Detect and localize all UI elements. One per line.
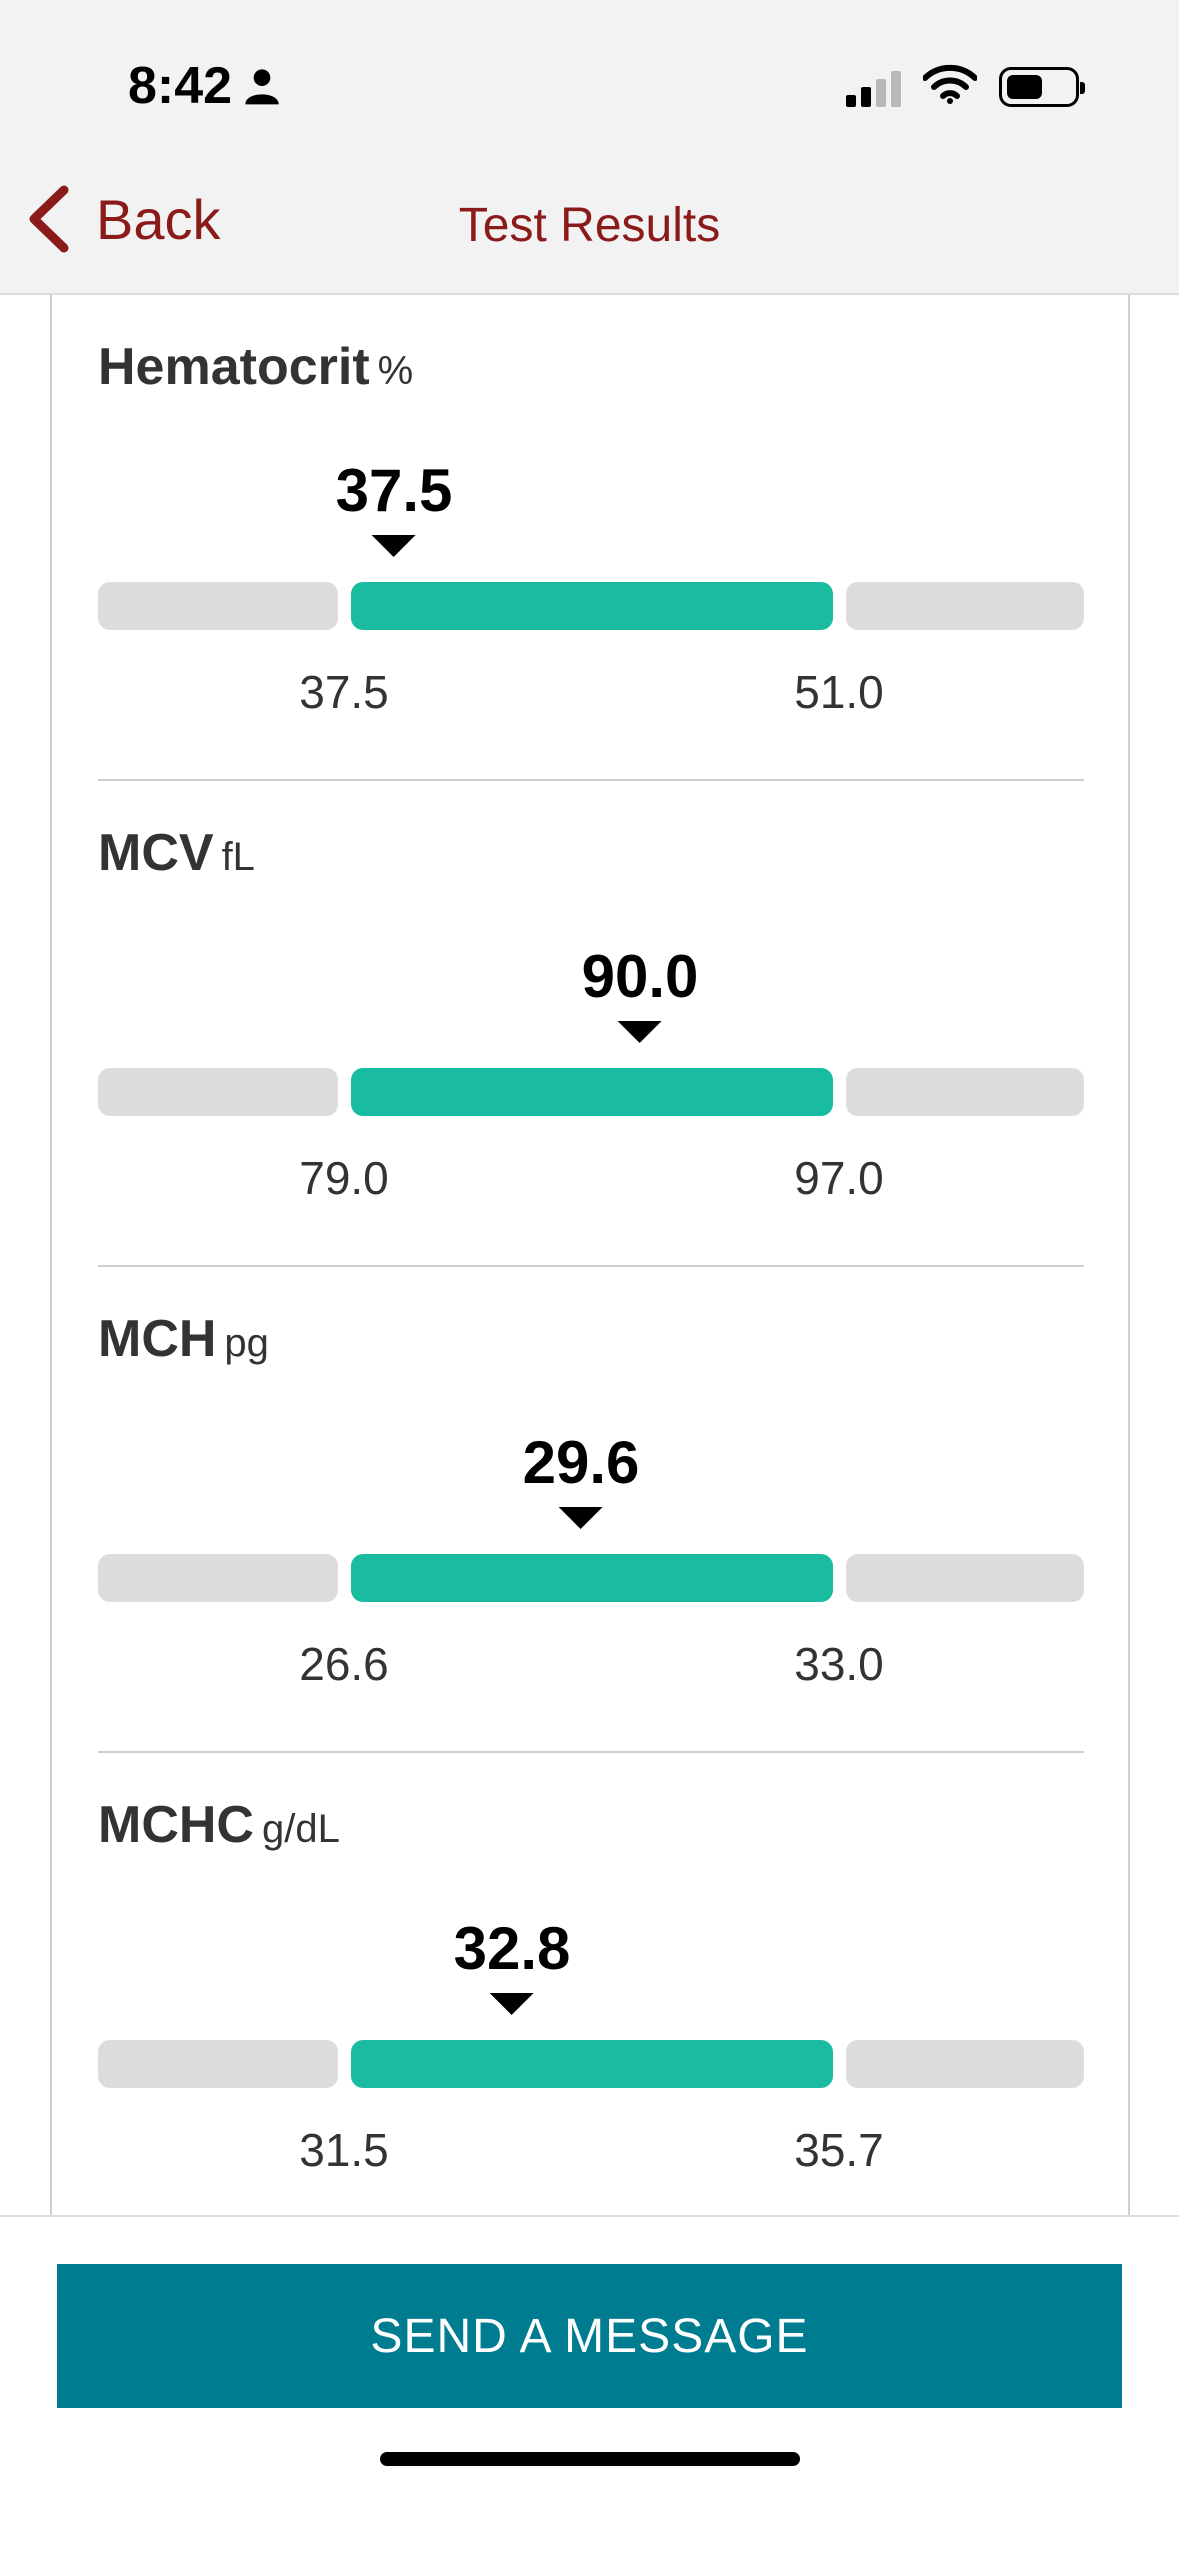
clock: 8:42 bbox=[128, 57, 233, 115]
person-icon bbox=[245, 69, 279, 105]
wifi-icon bbox=[922, 64, 978, 109]
status-time: 8:42 bbox=[128, 56, 282, 116]
range-low-label: 37.5 bbox=[299, 666, 389, 718]
results-list[interactable]: Hematocrit% 37.5 37.5 51.0 MCV fL 90.0 79… bbox=[50, 295, 1130, 2215]
range-bar-high bbox=[846, 1554, 1084, 1602]
marker-triangle-icon bbox=[490, 1993, 534, 2015]
range-bar-normal bbox=[351, 1068, 833, 1116]
result-title: Hematocrit% bbox=[98, 337, 413, 397]
result-unit: pg bbox=[224, 1321, 269, 1365]
range-low-label: 26.6 bbox=[299, 1638, 389, 1690]
result-unit: % bbox=[377, 349, 414, 393]
result-name: MCHC bbox=[98, 1796, 254, 1854]
result-title: MCV fL bbox=[98, 823, 255, 883]
battery-icon bbox=[999, 66, 1085, 107]
result-value: 29.6 bbox=[522, 1429, 640, 1496]
range-bar-low bbox=[98, 1068, 338, 1116]
result-value: 32.8 bbox=[453, 1915, 571, 1982]
send-message-button[interactable]: SEND A MESSAGE bbox=[57, 2264, 1122, 2408]
range-high-label: 51.0 bbox=[794, 666, 884, 718]
cellular-signal-icon bbox=[846, 67, 901, 107]
value-marker: 37.5 bbox=[335, 457, 453, 557]
range-bar-low bbox=[98, 1554, 338, 1602]
chevron-left-icon bbox=[29, 185, 69, 253]
result-title: MCHC g/dL bbox=[98, 1795, 340, 1855]
range-bar-low bbox=[98, 2040, 338, 2088]
range-bar-normal bbox=[351, 2040, 833, 2088]
range-low-label: 31.5 bbox=[299, 2124, 389, 2176]
home-indicator[interactable] bbox=[380, 2452, 800, 2466]
value-marker: 90.0 bbox=[581, 943, 699, 1043]
result-mch: MCH pg 29.6 26.6 33.0 bbox=[98, 1267, 1084, 1753]
value-marker: 29.6 bbox=[522, 1429, 640, 1529]
page-title: Test Results bbox=[458, 199, 721, 252]
range-low-label: 79.0 bbox=[299, 1152, 389, 1204]
result-unit: g/dL bbox=[261, 1807, 340, 1851]
result-mchc: MCHC g/dL 32.8 31.5 35.7 bbox=[98, 1753, 1084, 2215]
range-bar-high bbox=[846, 1068, 1084, 1116]
marker-triangle-icon bbox=[372, 535, 416, 557]
value-marker: 32.8 bbox=[453, 1915, 571, 2015]
result-value: 90.0 bbox=[581, 943, 699, 1010]
result-title: MCH pg bbox=[98, 1309, 269, 1369]
result-name: Hematocrit bbox=[98, 338, 370, 396]
range-bar-normal bbox=[351, 582, 833, 630]
back-label: Back bbox=[96, 187, 221, 251]
status-icons bbox=[846, 64, 1085, 109]
range-high-label: 33.0 bbox=[794, 1638, 884, 1690]
result-value: 37.5 bbox=[335, 457, 453, 524]
range-bar-normal bbox=[351, 1554, 833, 1602]
range-bar-low bbox=[98, 582, 338, 630]
range-bar-high bbox=[846, 582, 1084, 630]
result-name: MCH bbox=[98, 1310, 217, 1368]
result-name: MCV bbox=[98, 824, 214, 882]
result-unit: fL bbox=[221, 835, 255, 879]
header: 8:42 Back Test Results bbox=[0, 0, 1179, 295]
result-hematocrit: Hematocrit% 37.5 37.5 51.0 bbox=[98, 295, 1084, 781]
marker-triangle-icon bbox=[559, 1507, 603, 1529]
back-button[interactable]: Back bbox=[26, 184, 221, 254]
bottom-bar: SEND A MESSAGE bbox=[0, 2215, 1179, 2556]
range-high-label: 97.0 bbox=[794, 1152, 884, 1204]
range-bar-high bbox=[846, 2040, 1084, 2088]
result-mcv: MCV fL 90.0 79.0 97.0 bbox=[98, 781, 1084, 1267]
marker-triangle-icon bbox=[618, 1021, 662, 1043]
range-high-label: 35.7 bbox=[794, 2124, 884, 2176]
